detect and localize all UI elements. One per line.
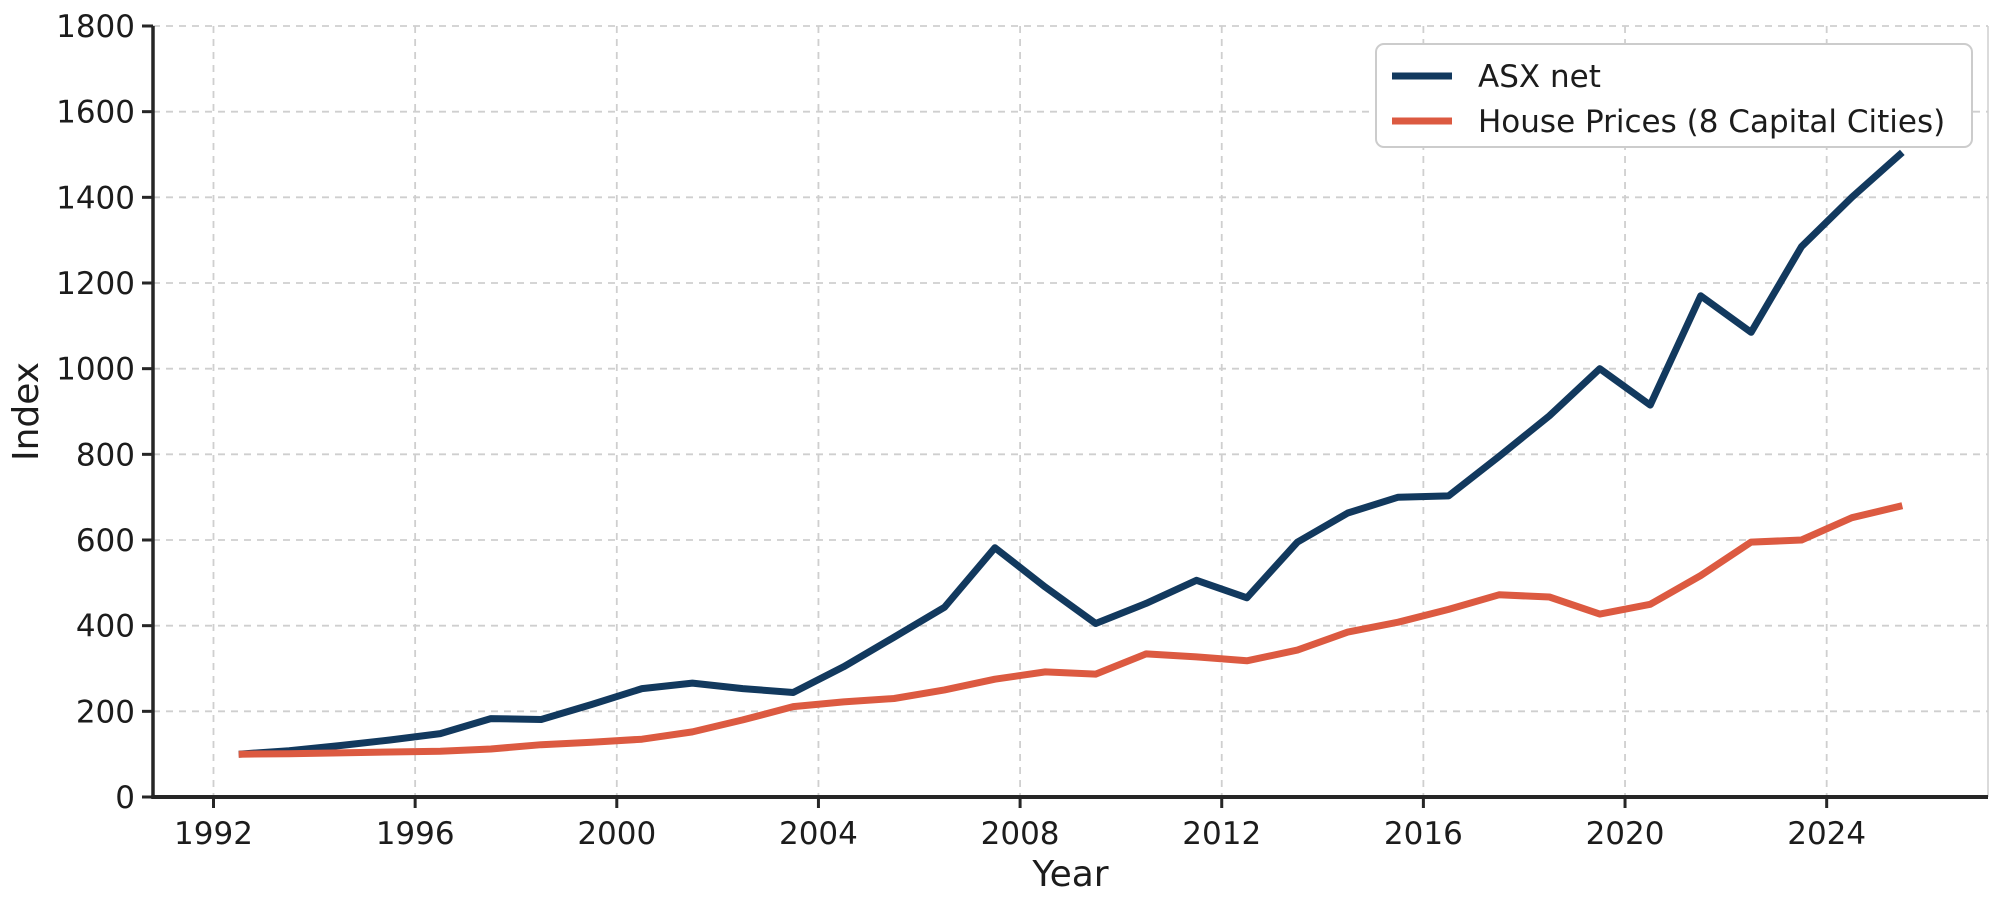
legend-label: House Prices (8 Capital Cities)	[1478, 104, 1945, 140]
y-tick-label: 1200	[56, 266, 135, 302]
x-tick-label: 2016	[1384, 816, 1463, 852]
x-tick-label: 2020	[1586, 816, 1665, 852]
y-tick-label: 1000	[56, 352, 135, 388]
x-tick-label: 2008	[981, 816, 1060, 852]
y-tick-label: 400	[76, 609, 135, 645]
tick-labels: 1992 1996 2000 2004 2008 2012 2016 2020 2024 0 200…	[56, 9, 1866, 852]
y-axis-label: Index	[6, 362, 47, 461]
axis-ticks	[142, 24, 1829, 808]
y-tick-label: 1600	[56, 95, 135, 131]
x-tick-label: 1996	[376, 816, 455, 852]
legend-label: ASX net	[1478, 59, 1601, 95]
y-tick-label: 800	[76, 437, 135, 473]
legend-entry: ASX net	[1392, 59, 1601, 95]
x-tick-label: 2024	[1787, 816, 1866, 852]
y-tick-label: 600	[76, 523, 135, 559]
x-axis-label: Year	[1031, 854, 1108, 895]
x-tick-label: 2012	[1182, 816, 1261, 852]
y-tick-label: 200	[76, 694, 135, 730]
x-tick-label: 2000	[577, 816, 656, 852]
legend: ASX net House Prices (8 Capital Cities)	[1375, 43, 1973, 148]
x-tick-label: 1992	[174, 816, 253, 852]
asx-net-line	[238, 149, 1905, 758]
y-tick-label: 0	[115, 780, 135, 816]
legend-entry: House Prices (8 Capital Cities)	[1392, 104, 1945, 140]
y-tick-label: 1800	[56, 9, 135, 45]
axes-spines	[151, 26, 1989, 799]
house-prices-8-capital-cities--line	[238, 502, 1904, 758]
x-tick-label: 2004	[779, 816, 858, 852]
legend-box	[1375, 43, 1973, 148]
y-tick-label: 1400	[56, 180, 135, 216]
series-lines	[238, 149, 1905, 758]
